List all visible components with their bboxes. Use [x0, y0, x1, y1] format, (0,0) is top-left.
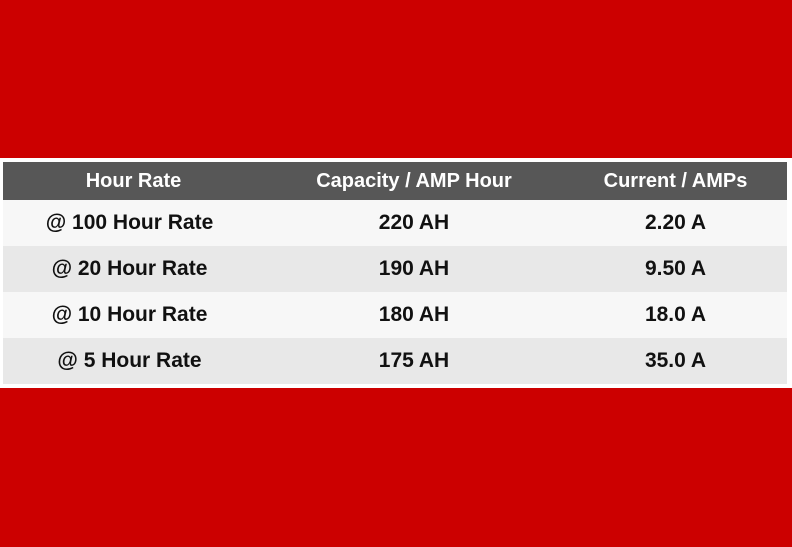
cell-hour-rate: @ 100 Hour Rate [45, 211, 214, 234]
cell-capacity: 190 AH [378, 257, 450, 280]
cell-current: 18.0 A [644, 303, 707, 326]
table-row: @ 10 Hour Rate 180 AH 18.0 A [3, 292, 787, 338]
table-row: @ 100 Hour Rate 220 AH 2.20 A [3, 200, 787, 246]
cell-capacity: 180 AH [378, 303, 450, 326]
cell-hour-rate: @ 5 Hour Rate [57, 349, 202, 372]
table-row: @ 5 Hour Rate 175 AH 35.0 A [3, 338, 787, 384]
cell-current: 9.50 A [644, 257, 707, 280]
cell-capacity: 220 AH [378, 211, 450, 234]
cell-capacity: 175 AH [378, 349, 450, 372]
top-red-band [0, 0, 792, 158]
header-hour-rate: Hour Rate [85, 169, 182, 192]
cell-hour-rate: @ 10 Hour Rate [51, 303, 208, 326]
header-capacity: Capacity / AMP Hour [316, 169, 512, 192]
table-row: @ 20 Hour Rate 190 AH 9.50 A [3, 246, 787, 292]
table-panel: Hour Rate Capacity / AMP Hour Current / … [0, 158, 792, 388]
cell-current: 2.20 A [644, 211, 707, 234]
battery-rate-table: Hour Rate Capacity / AMP Hour Current / … [3, 162, 787, 384]
header-current: Current / AMPs [603, 169, 748, 192]
cell-current: 35.0 A [644, 349, 707, 372]
cell-hour-rate: @ 20 Hour Rate [51, 257, 208, 280]
bottom-red-band [0, 388, 792, 547]
table-header-row: Hour Rate Capacity / AMP Hour Current / … [3, 162, 787, 200]
